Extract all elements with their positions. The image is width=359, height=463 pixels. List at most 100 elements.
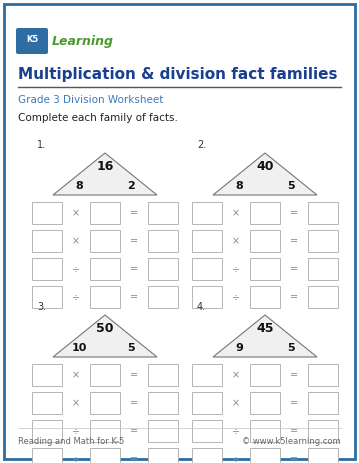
Bar — [192, 286, 222, 308]
Text: ÷: ÷ — [232, 454, 240, 463]
Text: =: = — [130, 370, 138, 380]
Bar — [90, 420, 120, 442]
Bar — [250, 392, 280, 414]
Bar — [148, 448, 178, 463]
Bar — [90, 286, 120, 308]
FancyBboxPatch shape — [16, 28, 48, 54]
Bar — [148, 286, 178, 308]
Polygon shape — [53, 153, 157, 195]
FancyBboxPatch shape — [4, 4, 355, 459]
Bar — [192, 202, 222, 224]
Text: ×: × — [232, 370, 240, 380]
Bar — [192, 364, 222, 386]
Bar — [32, 420, 62, 442]
Bar — [308, 364, 338, 386]
Bar — [32, 286, 62, 308]
Text: =: = — [290, 398, 298, 408]
Bar — [308, 230, 338, 252]
Text: ÷: ÷ — [72, 292, 80, 302]
Polygon shape — [53, 315, 157, 357]
Text: ×: × — [72, 370, 80, 380]
Text: 8: 8 — [75, 181, 83, 191]
Text: ×: × — [232, 236, 240, 246]
Text: 3.: 3. — [37, 302, 46, 312]
Bar — [148, 258, 178, 280]
Text: 5: 5 — [287, 181, 295, 191]
Bar — [308, 448, 338, 463]
Text: =: = — [290, 208, 298, 218]
Text: Reading and Math for K-5: Reading and Math for K-5 — [18, 437, 124, 445]
Text: ÷: ÷ — [72, 264, 80, 274]
Bar — [90, 448, 120, 463]
Text: ×: × — [72, 208, 80, 218]
Text: =: = — [130, 398, 138, 408]
Text: 4.: 4. — [197, 302, 206, 312]
Text: 10: 10 — [71, 343, 87, 353]
Text: =: = — [290, 236, 298, 246]
Text: ÷: ÷ — [232, 426, 240, 436]
Text: 5: 5 — [127, 343, 135, 353]
Text: Learning: Learning — [52, 36, 114, 49]
Text: 16: 16 — [96, 159, 114, 173]
Bar — [90, 202, 120, 224]
Bar — [250, 286, 280, 308]
Polygon shape — [213, 153, 317, 195]
Text: 45: 45 — [256, 321, 274, 334]
Text: 5: 5 — [287, 343, 295, 353]
Text: =: = — [290, 264, 298, 274]
Text: =: = — [290, 426, 298, 436]
Bar — [192, 230, 222, 252]
Text: K5: K5 — [26, 36, 38, 44]
Bar — [250, 258, 280, 280]
Bar — [192, 448, 222, 463]
Text: 2: 2 — [127, 181, 135, 191]
Bar — [32, 364, 62, 386]
Text: 40: 40 — [256, 159, 274, 173]
Bar — [308, 202, 338, 224]
Text: 50: 50 — [96, 321, 114, 334]
Text: =: = — [290, 370, 298, 380]
Bar — [90, 230, 120, 252]
Text: 2.: 2. — [197, 140, 206, 150]
Bar — [32, 392, 62, 414]
Bar — [148, 392, 178, 414]
Text: =: = — [290, 454, 298, 463]
Bar — [250, 420, 280, 442]
Text: ×: × — [72, 398, 80, 408]
Bar — [308, 420, 338, 442]
Text: Grade 3 Division Worksheet: Grade 3 Division Worksheet — [18, 95, 163, 105]
Text: ÷: ÷ — [72, 454, 80, 463]
Text: 8: 8 — [235, 181, 243, 191]
Bar — [250, 230, 280, 252]
Bar — [148, 230, 178, 252]
Bar — [148, 420, 178, 442]
Bar — [192, 392, 222, 414]
Bar — [32, 230, 62, 252]
Text: ×: × — [72, 236, 80, 246]
Bar — [32, 448, 62, 463]
Text: © www.k5learning.com: © www.k5learning.com — [242, 437, 341, 445]
Bar — [90, 258, 120, 280]
Bar — [32, 202, 62, 224]
Bar — [250, 448, 280, 463]
Text: =: = — [130, 454, 138, 463]
Bar — [32, 258, 62, 280]
Text: ÷: ÷ — [232, 292, 240, 302]
Text: =: = — [290, 292, 298, 302]
Text: =: = — [130, 292, 138, 302]
Text: =: = — [130, 208, 138, 218]
Text: Multiplication & division fact families: Multiplication & division fact families — [18, 68, 337, 82]
Polygon shape — [213, 315, 317, 357]
Bar — [90, 364, 120, 386]
Bar — [90, 392, 120, 414]
Text: =: = — [130, 264, 138, 274]
Bar — [148, 364, 178, 386]
Text: ÷: ÷ — [72, 426, 80, 436]
Text: Complete each family of facts.: Complete each family of facts. — [18, 113, 178, 123]
Bar — [250, 202, 280, 224]
Bar — [192, 420, 222, 442]
Bar — [308, 258, 338, 280]
Bar — [308, 392, 338, 414]
Bar — [250, 364, 280, 386]
Text: ×: × — [232, 208, 240, 218]
